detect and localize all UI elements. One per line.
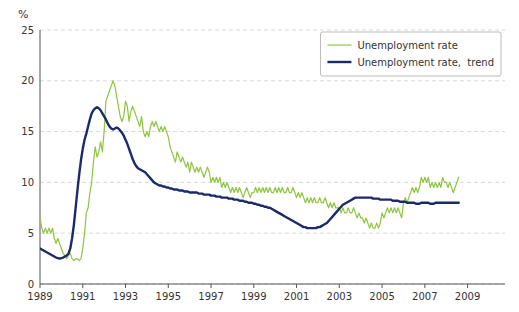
x-tick-label: 2003 <box>327 291 352 302</box>
x-tick-label: 1995 <box>156 291 181 302</box>
x-tick-label: 2005 <box>369 291 394 302</box>
series-line <box>40 107 459 258</box>
y-tick-label: 15 <box>21 126 34 137</box>
grid-line <box>40 30 505 31</box>
y-tick-label: 5 <box>28 228 34 239</box>
x-tick <box>211 284 212 288</box>
x-tick <box>40 284 41 288</box>
x-tick <box>253 284 254 288</box>
x-tick-label: 1997 <box>198 291 223 302</box>
legend-label: Unemployment rate, trend <box>357 57 494 68</box>
x-tick-label: 2007 <box>412 291 437 302</box>
x-tick <box>82 284 83 288</box>
grid-line <box>40 131 505 132</box>
grid <box>40 30 505 284</box>
x-tick-label: 2009 <box>455 291 480 302</box>
plot-area <box>40 81 459 261</box>
y-axis-line <box>40 30 41 284</box>
x-tick <box>168 284 169 288</box>
x-axis-line <box>40 284 505 285</box>
x-tick <box>424 284 425 288</box>
y-tick-label: 10 <box>21 177 34 188</box>
legend-swatch <box>327 44 351 45</box>
grid-line <box>40 284 505 285</box>
x-tick-label: 2001 <box>284 291 309 302</box>
series-line <box>40 81 459 261</box>
legend-label: Unemployment rate <box>357 40 457 51</box>
y-tick-label: 25 <box>21 25 34 36</box>
x-tick <box>296 284 297 288</box>
axes: 1989199119931995199719992001200320052007… <box>21 25 505 303</box>
chart: 1989199119931995199719992001200320052007… <box>0 0 519 312</box>
x-tick <box>339 284 340 288</box>
legend: Unemployment rate Unemployment rate, tren… <box>320 32 501 76</box>
legend-swatch <box>327 61 351 63</box>
x-tick <box>125 284 126 288</box>
grid-line <box>40 80 505 81</box>
x-tick <box>382 284 383 288</box>
y-tick-label: 0 <box>28 279 34 290</box>
x-tick-label: 1991 <box>70 291 95 302</box>
x-tick-label: 1993 <box>113 291 138 302</box>
grid-line <box>40 233 505 234</box>
legend-box <box>320 32 501 76</box>
y-axis-label: % <box>18 8 28 21</box>
y-tick-label: 20 <box>21 75 34 86</box>
x-tick-label: 1999 <box>241 291 266 302</box>
x-tick <box>467 284 468 288</box>
x-tick-label: 1989 <box>27 291 52 302</box>
